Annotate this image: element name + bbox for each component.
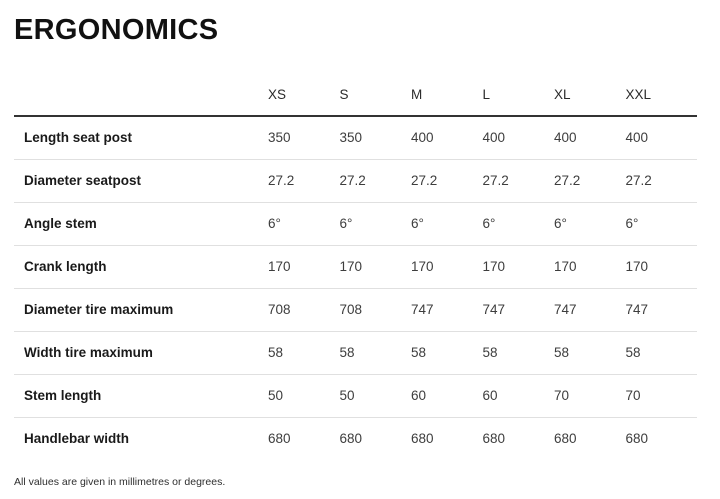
ergonomics-table: XS S M L XL XXL Length seat post 350 350 400 400 4… (14, 87, 697, 460)
cell-value: 58 (554, 331, 626, 375)
cell-value: 747 (625, 288, 697, 332)
cell-value: 708 (339, 288, 411, 332)
cell-value: 27.2 (554, 159, 626, 203)
cell-value: 27.2 (625, 159, 697, 203)
cell-value: 27.2 (482, 159, 554, 203)
column-header-xl: XL (554, 87, 626, 117)
cell-value: 400 (625, 116, 697, 160)
cell-value: 680 (268, 431, 291, 446)
page-title: ERGONOMICS (14, 14, 219, 46)
row-label: Handlebar width (24, 431, 130, 446)
cell-value: 400 (482, 116, 554, 160)
cell-value: 170 (339, 245, 411, 289)
cell-value: 60 (482, 374, 554, 418)
cell-value: 350 (268, 116, 340, 160)
cell-value: 58 (482, 331, 554, 375)
cell-value: 60 (411, 374, 483, 418)
cell-value: 6° (339, 202, 411, 246)
row-label: Width tire maximum (14, 331, 268, 375)
cell-value: 6° (482, 202, 554, 246)
row-label: Stem length (14, 374, 268, 418)
table-row: Handlebar width 680 680 680 680 680 680 (14, 418, 697, 461)
cell-value: 6° (554, 202, 626, 246)
cell-value: 6° (268, 202, 340, 246)
table-row: Length seat post 350 350 400 400 400 400 (14, 116, 697, 160)
footnote: All values are given in millimetres or d… (14, 476, 226, 488)
cell-value: 27.2 (339, 159, 411, 203)
ergonomics-section: ERGONOMICS XS S M L XL XXL Length seat post 35… (14, 14, 697, 488)
cell-value: 747 (554, 288, 626, 332)
column-header-xxl: XXL (625, 87, 697, 117)
cell-value: 70 (554, 374, 626, 418)
table-row: Width tire maximum 58 58 58 58 58 58 (14, 331, 697, 375)
table-head: XS S M L XL XXL (14, 87, 697, 117)
table-row: Diameter seatpost 27.2 27.2 27.2 27.2 27.2 27.… (14, 159, 697, 203)
column-header-m: M (411, 87, 483, 117)
cell-value: 58 (625, 331, 697, 375)
cell-value: 58 (411, 331, 483, 375)
cell-value: 6° (625, 202, 697, 246)
row-label: Crank length (14, 245, 268, 289)
cell-value: 50 (339, 374, 411, 418)
row-label: Diameter seatpost (14, 159, 268, 203)
column-header-xs: XS (268, 87, 340, 117)
table-row: Diameter tire maximum 708 708 747 747 747 747 (14, 288, 697, 332)
cell-value: 58 (268, 331, 340, 375)
row-label: Diameter tire maximum (14, 288, 268, 332)
cell-value: 170 (411, 245, 483, 289)
cell-value: 680 (339, 431, 363, 446)
cell-value: 27.2 (268, 159, 340, 203)
cell-value: 6° (411, 202, 483, 246)
table-header-row: XS S M L XL XXL (14, 87, 697, 117)
cell-value: 70 (625, 374, 697, 418)
cell-value: 170 (625, 245, 697, 289)
column-header-l: L (482, 87, 554, 117)
cell-value: 747 (482, 288, 554, 332)
column-header-empty (14, 87, 268, 117)
cell-value: 170 (482, 245, 554, 289)
table-body: Length seat post 350 350 400 400 400 400 Diamet… (14, 116, 697, 460)
cell-value: 50 (268, 374, 340, 418)
table-row: Stem length 50 50 60 60 70 70 (14, 374, 697, 418)
cell-value: 58 (339, 331, 411, 375)
table-row: Angle stem 6° 6° 6° 6° 6° 6° (14, 202, 697, 246)
row-label: Angle stem (14, 202, 268, 246)
cell-value: 680 (625, 431, 649, 446)
cell-value: 27.2 (411, 159, 483, 203)
cell-value: 747 (411, 288, 483, 332)
cell-value: 680 (554, 431, 577, 446)
cell-value: 400 (554, 116, 626, 160)
column-header-s: S (339, 87, 411, 117)
cell-value: 170 (554, 245, 626, 289)
cell-value: 350 (339, 116, 411, 160)
table-row: Crank length 170 170 170 170 170 170 (14, 245, 697, 289)
cell-value: 680 (482, 431, 506, 446)
row-label: Length seat post (14, 116, 268, 160)
cell-value: 170 (268, 245, 340, 289)
cell-value: 400 (411, 116, 483, 160)
cell-value: 680 (411, 431, 434, 446)
cell-value: 708 (268, 288, 340, 332)
